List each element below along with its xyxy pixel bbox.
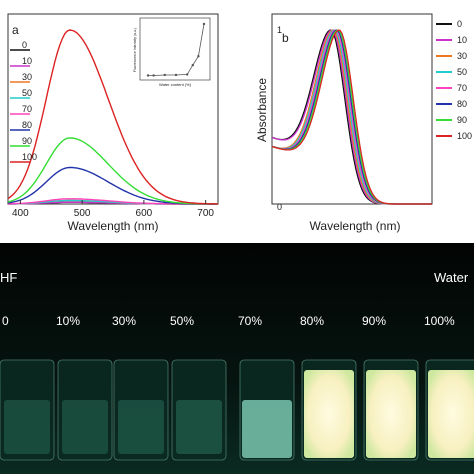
panel-b-legend-label: 30 <box>457 51 467 61</box>
panel-a-series <box>7 29 218 205</box>
panel-a-x-ticks: 400 500 600 700 <box>12 200 214 219</box>
panel-a-legend-label: 30 <box>22 72 32 82</box>
panel-a-xlabel: Wavelength (nm) <box>68 219 159 233</box>
vial-label: 80% <box>300 314 324 328</box>
panel-a-legend-label: 10 <box>22 56 32 66</box>
panel-b-ylabel: Absorbance <box>255 78 269 142</box>
vial-glow <box>366 370 416 458</box>
panel-b-legend-label: 0 <box>457 19 462 29</box>
panel-b-legend-label: 10 <box>457 35 467 45</box>
panel-a-legend-label: 90 <box>22 136 32 146</box>
panel-b-series-100 <box>271 29 432 205</box>
vial-label: 90% <box>362 314 386 328</box>
panel-a-series-90 <box>7 137 218 205</box>
vial-label: 100% <box>424 314 455 328</box>
panel-a-xtick-label: 500 <box>74 208 91 219</box>
vial-glow <box>304 370 354 458</box>
panel-a-xtick-label: 700 <box>197 208 214 219</box>
vial-label: 30% <box>112 314 136 328</box>
inset-ylabel: Fluorescence Intensity (a.u.) <box>133 28 137 72</box>
inset-series <box>146 22 206 77</box>
panel-b-legend-label: 100 <box>457 131 472 141</box>
panel-b-legend-label: 70 <box>457 83 467 93</box>
panel-a-chart: a 0 10 30 50 70 80 90 100 400 500 600 700 Waveleng… <box>7 13 219 233</box>
panel-a-legend-label: 70 <box>22 104 32 114</box>
inset-frame <box>139 17 211 81</box>
vial-liquid <box>118 400 164 454</box>
vial-label: 50% <box>170 314 194 328</box>
panel-b-ytick-0: 0 <box>277 202 282 212</box>
panel-b-label: b <box>282 31 289 45</box>
panel-a-frame <box>7 13 219 205</box>
panel-a-legend-label: 0 <box>22 40 27 50</box>
panel-a-label: a <box>12 23 19 37</box>
panel-a-xtick-label: 400 <box>12 208 29 219</box>
vial-liquid <box>62 400 108 454</box>
panel-a-legend: 0 10 30 50 70 80 90 100 <box>10 40 37 163</box>
panel-a-series-80 <box>7 166 218 205</box>
panel-b-frame <box>271 13 433 205</box>
vial-glow <box>242 400 292 458</box>
inset-xlabel: Water content (%) <box>159 82 192 87</box>
panel-a-inset: Water content (%) Fluorescence Intensity… <box>133 17 211 87</box>
vial-photo: HF Water 0 10% 30% 50% 70% 80% 90% 100% <box>0 243 474 474</box>
panel-a-series-100 <box>7 29 218 205</box>
panel-b-legend: 0 10 30 50 70 80 90 100 <box>436 19 472 141</box>
panel-b-chart: b 1 0 Absorbance 0 10 30 50 70 80 90 100 Wavele… <box>255 13 472 233</box>
panel-a-legend-label: 50 <box>22 88 32 98</box>
panel-b-series-70 <box>271 29 432 205</box>
photo-left-label: HF <box>0 270 17 285</box>
panel-b-ytick-1: 1 <box>277 25 282 35</box>
panel-b-legend-label: 90 <box>457 115 467 125</box>
panel-a-xtick-label: 600 <box>136 208 153 219</box>
panel-b-legend-label: 50 <box>457 67 467 77</box>
panel-b-series <box>271 29 432 205</box>
vial-liquid <box>176 400 222 454</box>
vial-label: 10% <box>56 314 80 328</box>
panel-a-legend-label: 80 <box>22 120 32 130</box>
vial-liquid <box>4 400 50 454</box>
panel-a-legend-label: 100 <box>22 152 37 162</box>
panel-b-legend-label: 80 <box>457 99 467 109</box>
panel-b-xlabel: Wavelength (nm) <box>310 219 401 233</box>
photo-right-label: Water <box>434 270 469 285</box>
inset-line <box>148 23 205 76</box>
vial-label: 0 <box>2 314 9 328</box>
vial-label: 70% <box>238 314 262 328</box>
vial-row: 0 10% 30% 50% 70% 80% 90% 100% <box>0 314 474 461</box>
vial-glow <box>428 370 474 458</box>
